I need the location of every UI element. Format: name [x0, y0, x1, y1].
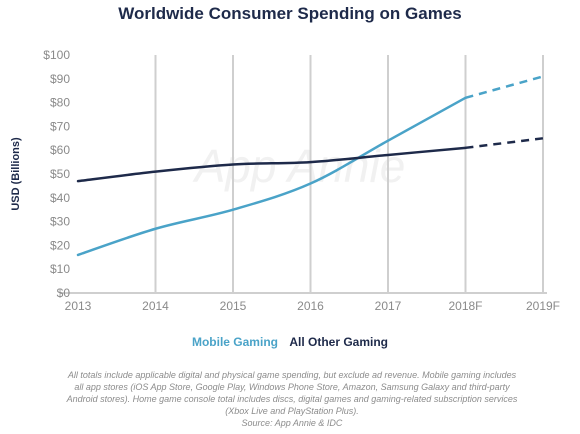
x-tick-label: 2015 [220, 299, 247, 313]
y-tick-label: $100 [43, 48, 70, 62]
x-tick-label: 2014 [142, 299, 169, 313]
x-tick-label: 2019F [526, 299, 560, 313]
y-tick-label: $80 [50, 96, 70, 110]
y-tick-label: $90 [50, 72, 70, 86]
y-tick-label: $0 [57, 286, 71, 300]
x-tick-label: 2013 [65, 299, 92, 313]
x-tick-label: 2018F [448, 299, 482, 313]
footnote-source: Source: App Annie & IDC [241, 418, 343, 428]
series-forecast-line-1 [465, 137, 544, 150]
x-tick-label: 2017 [375, 299, 402, 313]
y-tick-label: $60 [50, 143, 70, 157]
x-tick-label: 2016 [297, 299, 324, 313]
y-tick-label: $10 [50, 262, 70, 276]
legend-all-other-gaming: All Other Gaming [289, 335, 389, 349]
legend: Mobile Gaming All Other Gaming [0, 335, 580, 349]
line-chart: App Annie$0$10$20$30$40$50$60$70$80$90$1… [10, 48, 560, 313]
y-tick-label: $40 [50, 191, 70, 205]
footnote: All totals include applicable digital an… [50, 369, 534, 429]
y-tick-label: $50 [50, 167, 70, 181]
footnote-line: all app stores (iOS App Store, Google Pl… [74, 382, 510, 392]
y-axis-label: USD (Billions) [10, 137, 22, 211]
series-line-1 [76, 146, 467, 183]
chart-title: Worldwide Consumer Spending on Games [118, 4, 462, 23]
y-tick-label: $30 [50, 215, 70, 229]
legend-mobile-gaming: Mobile Gaming [191, 335, 278, 349]
y-tick-label: $70 [50, 119, 70, 133]
footnote-line: All totals include applicable digital an… [67, 370, 517, 380]
footnote-line: (Xbox Live and PlayStation Plus). [225, 406, 359, 416]
series-line-0 [76, 96, 467, 257]
series-forecast-line-0 [465, 75, 544, 100]
footnote-line: Android stores). Home game console total… [66, 394, 518, 404]
y-tick-label: $20 [50, 238, 70, 252]
